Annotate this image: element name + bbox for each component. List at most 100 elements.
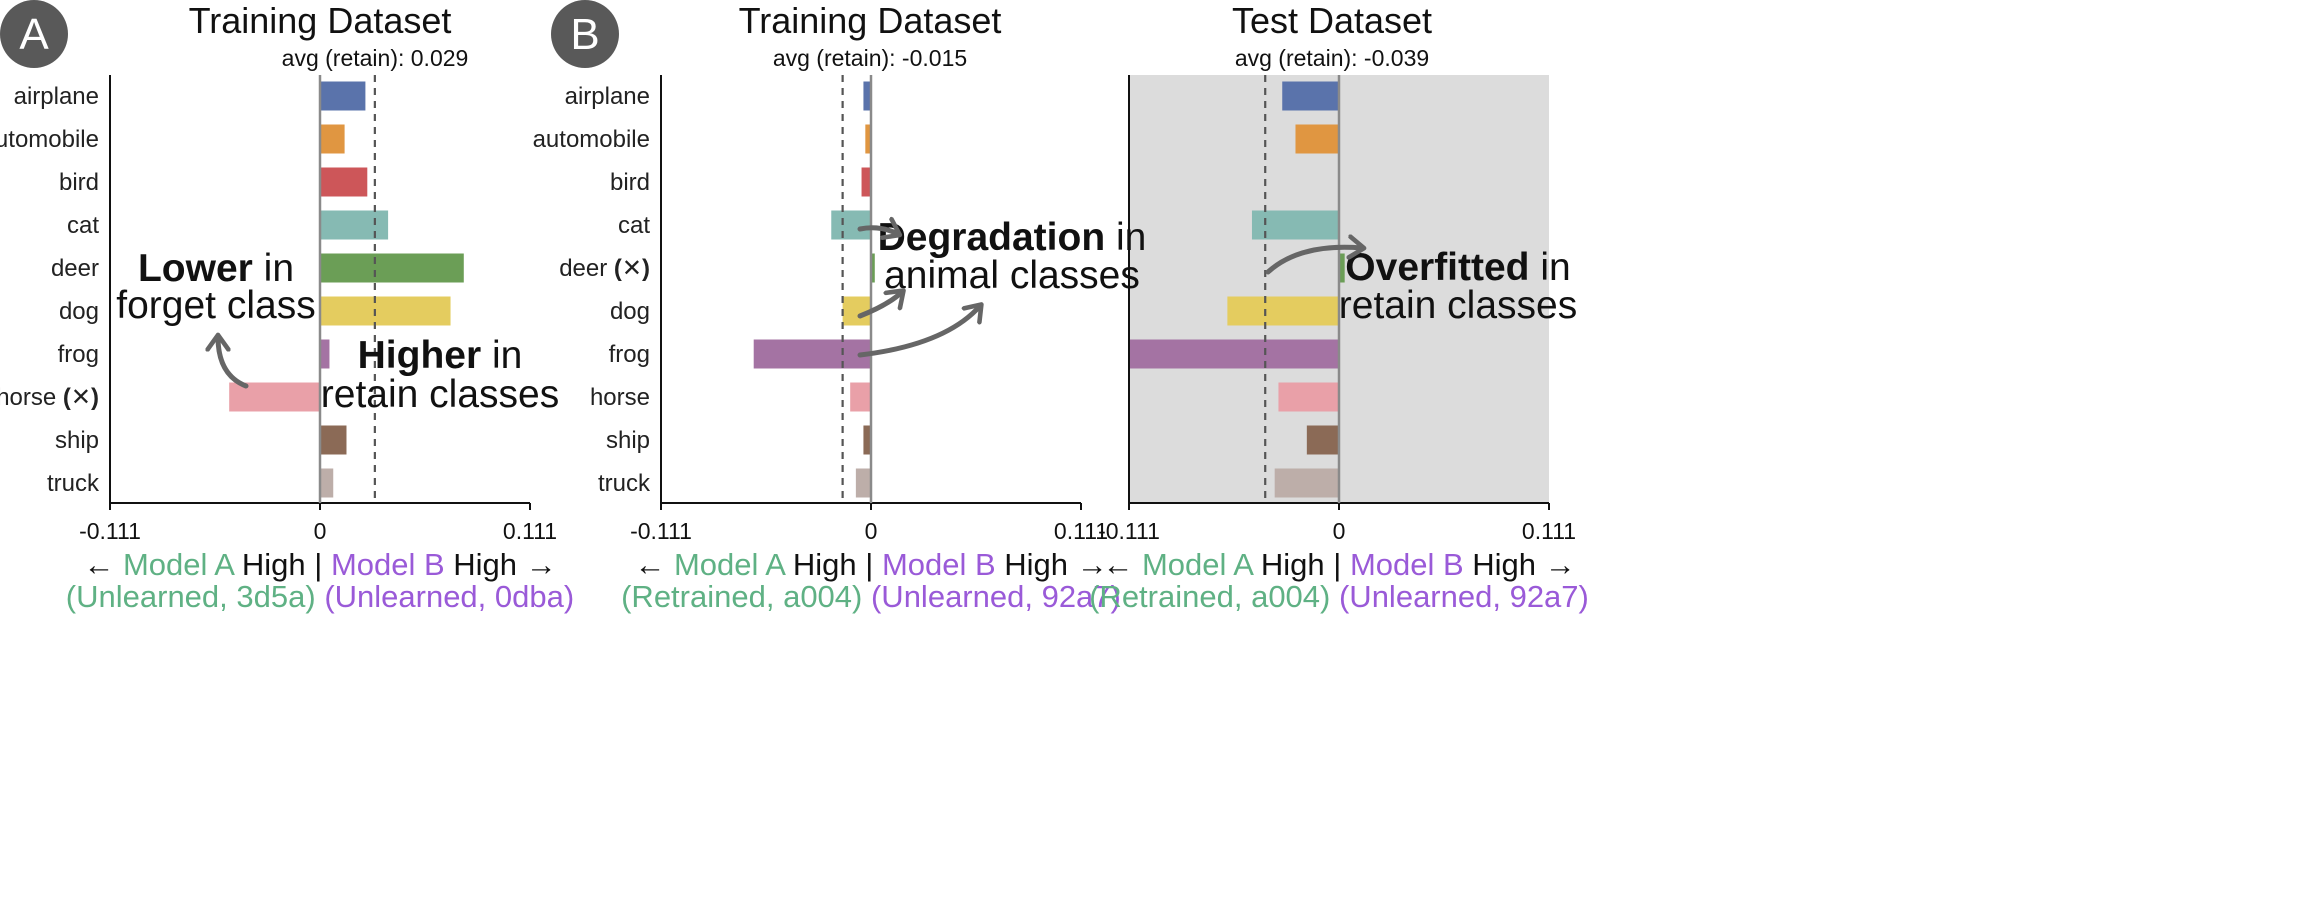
- category-name: frog: [609, 341, 650, 368]
- bar-automobile: [1295, 124, 1339, 154]
- x-tick-label: 0: [865, 518, 878, 544]
- bar-dog: [1227, 296, 1339, 326]
- category-label-frog: frog: [58, 341, 99, 368]
- category-label-deer: deer: [51, 255, 99, 282]
- bar-bird: [861, 167, 871, 197]
- forget-mark: (✕): [607, 255, 650, 282]
- annotation-rest: in: [1530, 246, 1571, 289]
- legend-line: ← Model A High | Model B High →: [1102, 547, 1575, 582]
- legend-model-a: Model A: [123, 547, 235, 582]
- category-label-truck: truck: [598, 470, 651, 497]
- bar-truck: [1274, 468, 1339, 498]
- legend-high-mid: High |: [1252, 547, 1350, 582]
- category-name: truck: [47, 470, 100, 497]
- category-name: ship: [606, 427, 650, 454]
- bar-frog: [320, 339, 330, 369]
- x-tick-label: 0: [1333, 518, 1346, 544]
- legend-left-arrow: ←: [83, 547, 123, 582]
- x-tick-label: 0.111: [1522, 518, 1576, 544]
- x-tick-label: -0.111: [630, 518, 692, 544]
- legend-high-end: High →: [996, 547, 1108, 582]
- legend-high-end: High →: [1464, 547, 1576, 582]
- category-label-truck: truck: [47, 470, 100, 497]
- model-b-id: (Unlearned, 0dba): [324, 579, 574, 614]
- x-tick-label: 0: [314, 518, 327, 544]
- bar-bird: [320, 167, 368, 197]
- category-label-airplane: airplane: [14, 83, 99, 110]
- bar-airplane: [1282, 81, 1339, 111]
- model-a-id: (Unlearned, 3d5a): [66, 579, 316, 614]
- legend-model-b: Model B: [882, 547, 996, 582]
- annotation-bold: Degradation: [878, 216, 1106, 259]
- category-label-dog: dog: [610, 298, 650, 325]
- category-label-bird: bird: [59, 169, 99, 196]
- legend-gap: [862, 579, 871, 614]
- x-tick-label: 0.111: [1054, 518, 1108, 544]
- category-label-horse: horse: [590, 384, 650, 411]
- category-name: bird: [610, 169, 650, 196]
- annotation-line2: retain classes: [321, 373, 559, 416]
- chart-title: Test Dataset: [1232, 0, 1432, 41]
- chart-title: Training Dataset: [189, 0, 452, 41]
- panel-badge: [551, 0, 619, 68]
- legend-gap: [1330, 579, 1339, 614]
- annotation-arrow: [857, 292, 902, 319]
- annotation-line1: Degradation in: [878, 216, 1147, 259]
- chart-title: Training Dataset: [739, 0, 1002, 41]
- annotation-line2: forget class: [116, 284, 315, 327]
- bar-cat: [320, 210, 389, 240]
- panel-badge: [0, 0, 68, 68]
- category-name: automobile: [533, 126, 650, 153]
- category-label-frog: frog: [609, 341, 650, 368]
- panel-badge-letter: B: [570, 10, 599, 59]
- annotation-line2: retain classes: [1339, 284, 1577, 327]
- bar-deer: [1339, 253, 1345, 283]
- category-label-dog: dog: [59, 298, 99, 325]
- bar-automobile: [865, 124, 871, 154]
- avg-retain-label: avg (retain): -0.039: [1235, 45, 1429, 71]
- panel-badge-letter: A: [19, 10, 49, 59]
- annotation-arrow: [857, 306, 980, 358]
- bar-ship: [320, 425, 347, 455]
- annotation-line2: animal classes: [884, 254, 1140, 297]
- legend-high-mid: High |: [233, 547, 331, 582]
- legend-left-arrow: ←: [1102, 547, 1142, 582]
- legend-model-b: Model B: [1350, 547, 1464, 582]
- annotation-rest: in: [1105, 216, 1146, 259]
- category-label-automobile: automobile: [533, 126, 650, 153]
- category-label-horse: horse (✕): [0, 384, 99, 411]
- annotation-line1: Lower in: [138, 247, 294, 290]
- bar-airplane: [320, 81, 366, 111]
- bar-dog: [320, 296, 451, 326]
- bar-airplane: [863, 81, 871, 111]
- category-name: airplane: [14, 83, 99, 110]
- category-label-airplane: airplane: [565, 83, 650, 110]
- annotation-bold: Overfitted: [1345, 246, 1529, 289]
- legend-line: ← Model A High | Model B High →: [634, 547, 1107, 582]
- x-tick-label: 0.111: [503, 518, 557, 544]
- category-name: deer: [51, 255, 99, 282]
- category-name: bird: [59, 169, 99, 196]
- legend-high-end: High →: [445, 547, 557, 582]
- category-name: automobile: [0, 126, 99, 153]
- annotation-bold: Higher: [358, 334, 482, 377]
- legend-ids: (Retrained, a004) (Unlearned, 92a7): [621, 579, 1121, 614]
- avg-retain-label: avg (retain): -0.015: [773, 45, 967, 71]
- x-tick-label: -0.111: [1098, 518, 1160, 544]
- category-name: dog: [59, 298, 99, 325]
- category-name: deer: [559, 255, 607, 282]
- annotation-line1: Higher in: [358, 334, 523, 377]
- avg-retain-label: avg (retain): 0.029: [282, 45, 469, 71]
- bar-ship: [863, 425, 871, 455]
- annotation-rest: in: [481, 334, 522, 377]
- legend-ids: (Retrained, a004) (Unlearned, 92a7): [1089, 579, 1589, 614]
- bar-cat: [831, 210, 871, 240]
- category-label-deer: deer (✕): [559, 255, 650, 282]
- model-a-id: (Retrained, a004): [1089, 579, 1330, 614]
- category-name: ship: [55, 427, 99, 454]
- bar-truck: [855, 468, 871, 498]
- legend-left-arrow: ←: [634, 547, 674, 582]
- model-b-id: (Unlearned, 92a7): [1339, 579, 1589, 614]
